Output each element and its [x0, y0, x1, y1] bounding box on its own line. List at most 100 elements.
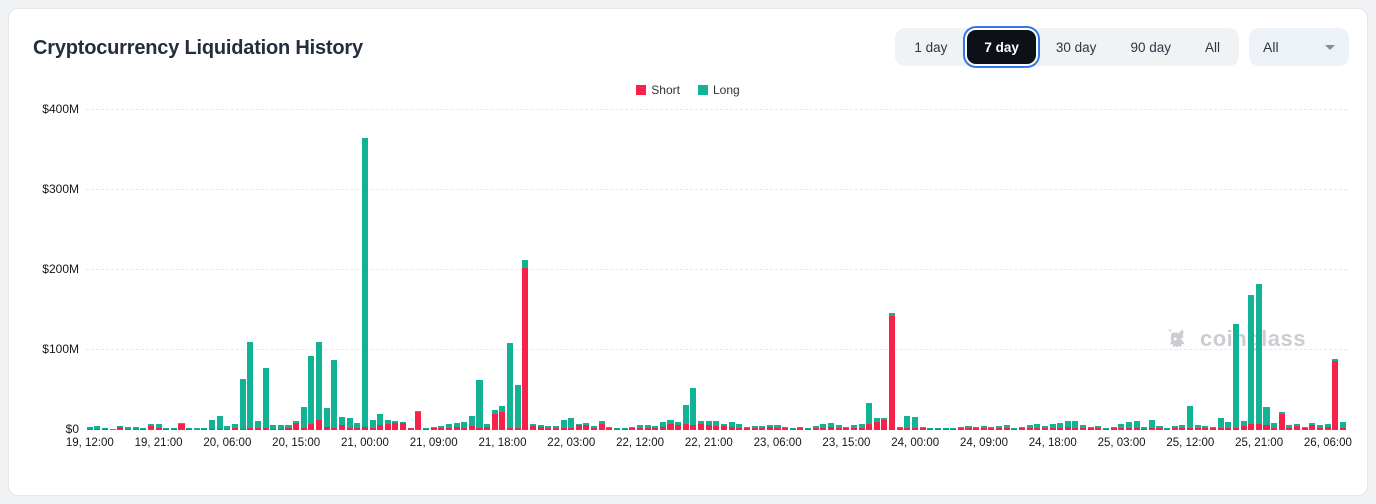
bar[interactable]	[1072, 110, 1080, 430]
bar[interactable]	[1163, 110, 1171, 430]
bar[interactable]	[1263, 110, 1271, 430]
bar[interactable]	[812, 110, 820, 430]
bar[interactable]	[529, 110, 537, 430]
bar[interactable]	[415, 110, 423, 430]
bar[interactable]	[980, 110, 988, 430]
bar[interactable]	[1240, 110, 1248, 430]
range-button-1-day[interactable]: 1 day	[897, 28, 964, 66]
bar[interactable]	[254, 110, 262, 430]
bar[interactable]	[522, 110, 530, 430]
bar[interactable]	[904, 110, 912, 430]
bar[interactable]	[445, 110, 453, 430]
bar[interactable]	[621, 110, 629, 430]
bar[interactable]	[476, 110, 484, 430]
bar[interactable]	[1293, 110, 1301, 430]
bar[interactable]	[208, 110, 216, 430]
bar[interactable]	[124, 110, 132, 430]
legend-item-short[interactable]: Short	[636, 83, 680, 97]
bar[interactable]	[1049, 110, 1057, 430]
bar[interactable]	[1064, 110, 1072, 430]
bar[interactable]	[361, 110, 369, 430]
bar[interactable]	[705, 110, 713, 430]
bar[interactable]	[399, 110, 407, 430]
bar[interactable]	[781, 110, 789, 430]
bar[interactable]	[957, 110, 965, 430]
range-button-90-day[interactable]: 90 day	[1113, 28, 1188, 66]
bar[interactable]	[262, 110, 270, 430]
bar[interactable]	[162, 110, 170, 430]
bar[interactable]	[239, 110, 247, 430]
bar[interactable]	[506, 110, 514, 430]
bar[interactable]	[483, 110, 491, 430]
bar[interactable]	[598, 110, 606, 430]
bar[interactable]	[888, 110, 896, 430]
bar[interactable]	[552, 110, 560, 430]
bar[interactable]	[170, 110, 178, 430]
bar[interactable]	[353, 110, 361, 430]
bar[interactable]	[965, 110, 973, 430]
range-button-all[interactable]: All	[1188, 28, 1237, 66]
bar[interactable]	[246, 110, 254, 430]
bar[interactable]	[1148, 110, 1156, 430]
bar[interactable]	[728, 110, 736, 430]
bar[interactable]	[1324, 110, 1332, 430]
bar[interactable]	[942, 110, 950, 430]
bar[interactable]	[1186, 110, 1194, 430]
bar[interactable]	[926, 110, 934, 430]
bar[interactable]	[1255, 110, 1263, 430]
bar[interactable]	[300, 110, 308, 430]
range-button-30-day[interactable]: 30 day	[1039, 28, 1114, 66]
bar[interactable]	[155, 110, 163, 430]
bar[interactable]	[537, 110, 545, 430]
bar[interactable]	[1202, 110, 1210, 430]
bar[interactable]	[147, 110, 155, 430]
bar[interactable]	[575, 110, 583, 430]
bar[interactable]	[1309, 110, 1317, 430]
bar[interactable]	[132, 110, 140, 430]
bar[interactable]	[315, 110, 323, 430]
bar[interactable]	[201, 110, 209, 430]
bar[interactable]	[430, 110, 438, 430]
bar[interactable]	[491, 110, 499, 430]
bar[interactable]	[1247, 110, 1255, 430]
bar[interactable]	[346, 110, 354, 430]
bar[interactable]	[1232, 110, 1240, 430]
bar[interactable]	[369, 110, 377, 430]
bar[interactable]	[881, 110, 889, 430]
bar[interactable]	[674, 110, 682, 430]
legend-item-long[interactable]: Long	[697, 83, 740, 97]
bar[interactable]	[804, 110, 812, 430]
bar[interactable]	[1095, 110, 1103, 430]
bar[interactable]	[139, 110, 147, 430]
bar[interactable]	[544, 110, 552, 430]
bar[interactable]	[1026, 110, 1034, 430]
bar[interactable]	[1033, 110, 1041, 430]
bar[interactable]	[224, 110, 232, 430]
bar[interactable]	[1278, 110, 1286, 430]
bar[interactable]	[583, 110, 591, 430]
bar[interactable]	[101, 110, 109, 430]
bar[interactable]	[392, 110, 400, 430]
bar[interactable]	[636, 110, 644, 430]
bar[interactable]	[1079, 110, 1087, 430]
bar[interactable]	[1056, 110, 1064, 430]
bar[interactable]	[1140, 110, 1148, 430]
bar[interactable]	[407, 110, 415, 430]
bar[interactable]	[858, 110, 866, 430]
bar[interactable]	[1018, 110, 1026, 430]
range-button-7-day[interactable]: 7 day	[967, 30, 1036, 64]
bar[interactable]	[1179, 110, 1187, 430]
bar[interactable]	[514, 110, 522, 430]
bar[interactable]	[1301, 110, 1309, 430]
bar[interactable]	[766, 110, 774, 430]
bar[interactable]	[1125, 110, 1133, 430]
bar[interactable]	[713, 110, 721, 430]
bar[interactable]	[376, 110, 384, 430]
bar[interactable]	[1102, 110, 1110, 430]
bar[interactable]	[590, 110, 598, 430]
symbol-dropdown[interactable]: All	[1249, 28, 1349, 66]
bar[interactable]	[94, 110, 102, 430]
bar[interactable]	[873, 110, 881, 430]
bar[interactable]	[338, 110, 346, 430]
bar[interactable]	[995, 110, 1003, 430]
